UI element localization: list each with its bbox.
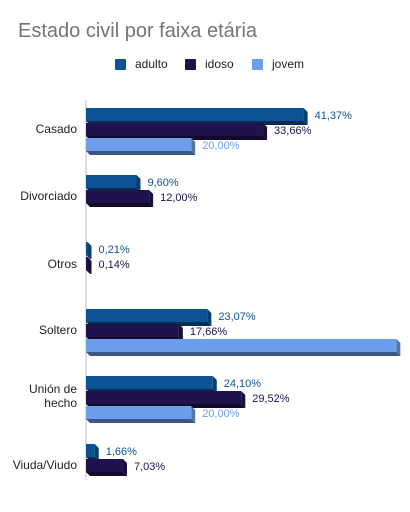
- bar-idoso-4: [86, 391, 242, 404]
- bar-bottom-idoso-2: [86, 270, 92, 274]
- legend-label-jovem: jovem: [272, 57, 305, 71]
- bar-idoso-3: [86, 324, 179, 337]
- bar-jovem-4: [86, 406, 192, 419]
- data-label-idoso-2: 0,14%: [99, 259, 130, 271]
- bar-adulto-2: [86, 242, 88, 255]
- legend-label-idoso: idoso: [205, 57, 234, 71]
- bar-idoso-5: [86, 459, 123, 472]
- data-label-adulto-3: 23,07%: [218, 311, 256, 323]
- data-label-adulto-5: 1,66%: [106, 446, 137, 458]
- bar-bottom-jovem-3: [86, 352, 401, 356]
- legend-swatch-idoso: [185, 59, 196, 70]
- bar-adulto-5: [86, 444, 95, 457]
- chart-title: Estado civil por faixa etária: [18, 20, 258, 42]
- bar-adulto-0: [86, 108, 304, 121]
- data-label-idoso-0: 33,66%: [274, 125, 312, 137]
- bar-side-adulto-2: [87, 242, 92, 259]
- bar-side-idoso-0: [263, 123, 268, 140]
- bar-idoso-0: [86, 123, 264, 136]
- bar-side-adulto-3: [207, 309, 212, 326]
- bar-idoso-2: [86, 257, 88, 270]
- bar-jovem-0: [86, 138, 192, 151]
- bar-bottom-idoso-5: [86, 472, 127, 476]
- category-label-3: Soltero: [39, 323, 77, 337]
- legend-label-adulto: adulto: [135, 57, 168, 71]
- bar-adulto-1: [86, 175, 137, 188]
- bar-side-idoso-4: [241, 391, 246, 408]
- data-label-adulto-2: 0,21%: [99, 244, 130, 256]
- bar-side-jovem-0: [191, 138, 196, 155]
- bar-side-idoso-5: [122, 459, 127, 476]
- legend: adulto idoso jovem: [0, 57, 410, 73]
- data-label-jovem-0: 20,00%: [202, 140, 240, 152]
- bar-side-idoso-3: [178, 324, 183, 341]
- data-label-idoso-1: 12,00%: [160, 192, 198, 204]
- bar-adulto-4: [86, 376, 213, 389]
- bar-adulto-3: [86, 309, 208, 322]
- category-label-1: Divorciado: [20, 189, 77, 203]
- category-label-4: Unión de hecho: [29, 382, 77, 410]
- category-label-5: Viuda/Viudo: [13, 458, 78, 472]
- bar-side-idoso-1: [149, 190, 154, 207]
- bar-side-jovem-4: [191, 406, 196, 423]
- bar-bottom-jovem-0: [86, 151, 196, 155]
- bar-side-adulto-1: [136, 175, 141, 192]
- data-label-adulto-0: 41,37%: [315, 110, 353, 122]
- bar-idoso-1: [86, 190, 150, 203]
- data-label-adulto-4: 24,10%: [224, 378, 262, 390]
- bar-side-jovem-3: [396, 339, 401, 356]
- bar-jovem-3: [86, 339, 397, 352]
- data-label-idoso-3: 17,66%: [190, 326, 228, 338]
- category-label-0: Casado: [36, 122, 78, 136]
- bar-bottom-jovem-4: [86, 419, 196, 423]
- legend-swatch-jovem: [252, 59, 263, 70]
- category-label-2: Otros: [48, 257, 77, 271]
- data-label-jovem-4: 20,00%: [202, 408, 240, 420]
- bar-bottom-adulto-2: [86, 255, 92, 259]
- data-label-idoso-5: 7,03%: [134, 461, 165, 473]
- bar-side-adulto-4: [212, 376, 217, 393]
- legend-swatch-adulto: [115, 59, 126, 70]
- bar-side-adulto-0: [303, 108, 308, 125]
- bar-bottom-idoso-1: [86, 203, 154, 207]
- data-label-idoso-4: 29,52%: [252, 393, 290, 405]
- bar-side-adulto-5: [94, 444, 99, 461]
- data-label-adulto-1: 9,60%: [147, 177, 178, 189]
- bar-side-idoso-2: [87, 257, 92, 274]
